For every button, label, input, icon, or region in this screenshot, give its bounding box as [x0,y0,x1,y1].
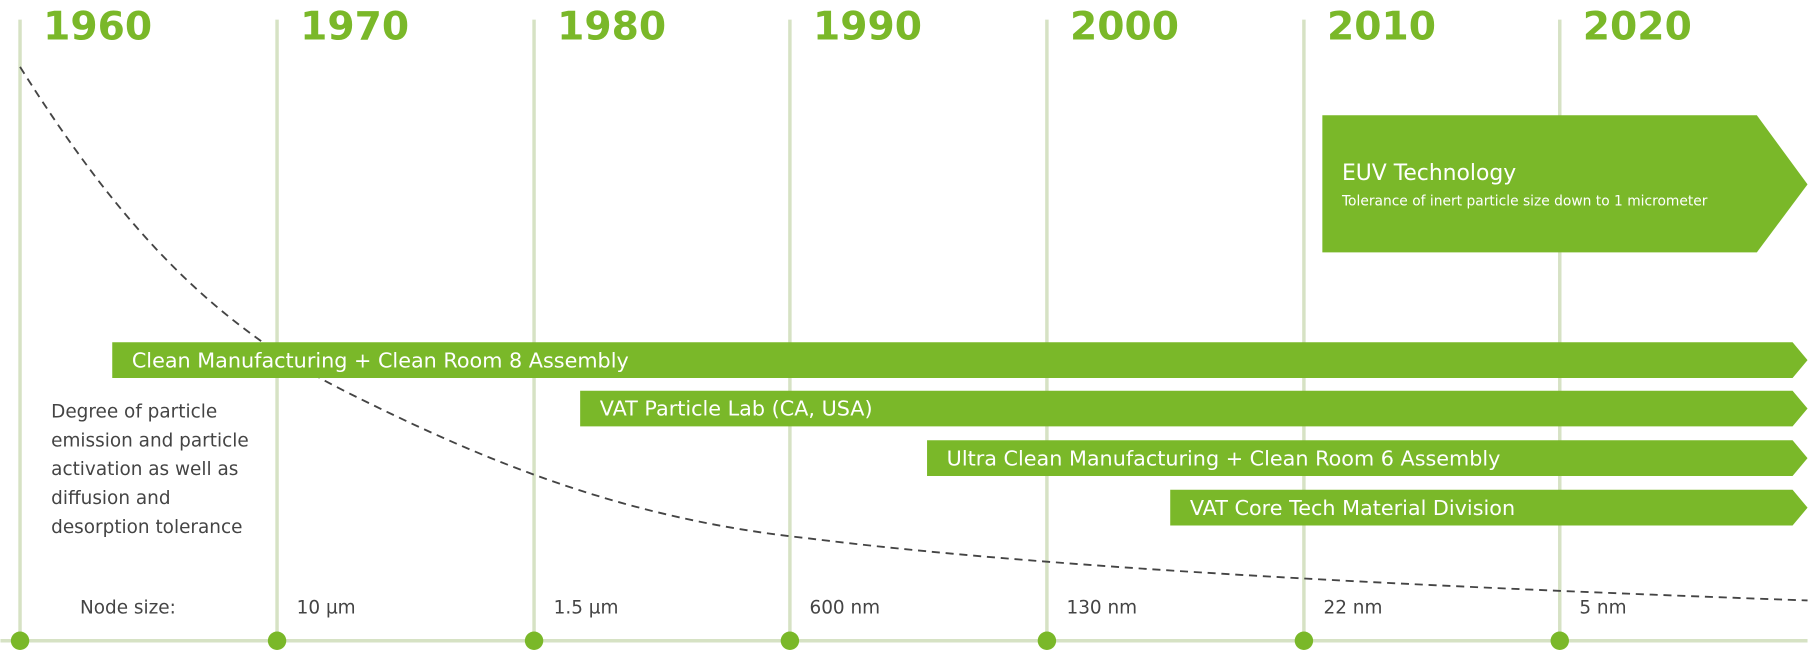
node-size: 22 nm [1324,598,1383,619]
curve-description: Degree of particle [51,402,217,423]
node-size: 600 nm [809,598,880,619]
decade-label: 1970 [300,4,409,49]
tolerance-curve [19,66,1808,602]
program-bar [1170,489,1808,526]
decade-label: 1990 [813,4,922,49]
decade-label: 1960 [43,4,152,49]
program-label: Clean Manufacturing + Clean Room 8 Assem… [132,348,629,372]
euv-title: EUV Technology [1342,161,1516,186]
euv-box [1322,115,1808,253]
decade-dot [524,631,544,650]
node-size-label: Node size: [80,598,176,619]
curve-description: activation as well as [51,459,238,480]
decade-dot [1294,631,1314,650]
curve-description: diffusion and [51,488,170,509]
program-bar [112,342,1808,379]
decade-label: 2010 [1327,4,1436,49]
program-label: Ultra Clean Manufacturing + Clean Room 6… [947,446,1501,470]
curve-description: desorption tolerance [51,517,242,538]
program-bar [927,440,1808,476]
node-size: 5 nm [1579,598,1626,619]
node-size: 10 µm [297,598,356,619]
node-size: 1.5 µm [554,598,619,619]
euv-subtitle: Tolerance of inert particle size down to… [1341,194,1708,210]
program-label: VAT Particle Lab (CA, USA) [600,397,873,421]
decade-dot [1037,631,1057,650]
decade-dot [780,631,800,650]
curve-description: emission and particle [51,430,249,451]
program-label: VAT Core Tech Material Division [1190,496,1515,520]
program-bar [580,390,1808,427]
node-size: 130 nm [1067,598,1138,619]
decade-dot [10,631,30,650]
decade-dot [267,631,287,650]
decade-dot [1550,631,1569,650]
decade-label: 2000 [1070,4,1179,49]
decade-label: 2020 [1583,4,1692,49]
decade-label: 1980 [557,4,666,49]
